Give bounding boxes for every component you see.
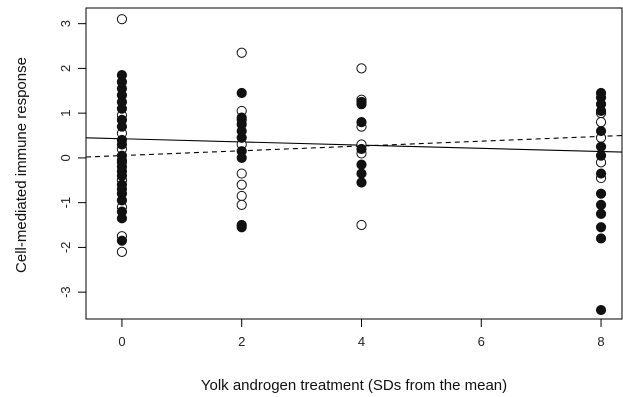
x-tick-label: 4 bbox=[358, 334, 365, 349]
x-axis-title: Yolk androgen treatment (SDs from the me… bbox=[201, 377, 507, 394]
y-axis: -3 -2 -1 0 1 2 3 bbox=[58, 20, 87, 298]
y-axis-title: Cell-mediated immune response bbox=[13, 57, 30, 273]
open-data-point bbox=[236, 47, 247, 58]
x-tick-label: 8 bbox=[597, 334, 604, 349]
filled-data-point bbox=[356, 99, 367, 110]
filled-data-point bbox=[356, 159, 367, 170]
filled-data-point bbox=[116, 103, 128, 114]
open-data-point bbox=[356, 219, 367, 231]
y-tick-label: -2 bbox=[58, 242, 73, 254]
plot-frame bbox=[85, 7, 623, 320]
filled-data-point bbox=[116, 195, 128, 206]
x-tick-label: 0 bbox=[118, 334, 125, 349]
filled-data-point bbox=[595, 188, 607, 199]
y-tick-label: 3 bbox=[58, 20, 73, 27]
filled-data-point bbox=[236, 87, 247, 99]
filled-data-point bbox=[595, 168, 607, 179]
y-tick-label: 1 bbox=[58, 110, 73, 117]
filled-data-point bbox=[116, 139, 128, 150]
open-data-point bbox=[236, 179, 247, 190]
filled-data-point bbox=[356, 168, 367, 179]
filled-data-point bbox=[356, 117, 367, 128]
filled-data-point bbox=[236, 222, 247, 233]
open-data-point bbox=[116, 246, 128, 257]
filled-data-point bbox=[595, 208, 607, 219]
filled-data-point bbox=[595, 304, 607, 316]
y-tick-label: -3 bbox=[58, 286, 73, 298]
filled-data-point bbox=[236, 132, 247, 143]
filled-data-point bbox=[116, 170, 128, 181]
open-data-point bbox=[595, 117, 607, 128]
filled-data-point bbox=[356, 177, 367, 188]
x-tick-label: 6 bbox=[478, 334, 485, 349]
regression-lines bbox=[85, 134, 623, 158]
x-axis: 0 2 4 6 8 bbox=[118, 318, 605, 349]
filled-data-point bbox=[595, 233, 607, 244]
filled-data-point bbox=[595, 105, 607, 117]
open-data-point bbox=[356, 63, 367, 74]
filled-data-point bbox=[595, 222, 607, 233]
filled-data-point bbox=[356, 143, 367, 155]
filled-data-point bbox=[116, 235, 128, 246]
dashed-trend-line bbox=[85, 134, 623, 158]
filled-data-point bbox=[116, 213, 128, 224]
filled-data-point bbox=[595, 199, 607, 210]
solid-trend-line bbox=[85, 137, 623, 153]
filled-data-point bbox=[595, 141, 607, 152]
y-tick-label: 2 bbox=[58, 65, 73, 72]
filled-data-point bbox=[116, 121, 128, 132]
open-data-point bbox=[236, 190, 247, 202]
open-data-point bbox=[116, 14, 128, 25]
y-tick-label: -1 bbox=[58, 197, 73, 209]
open-data-point bbox=[236, 168, 247, 179]
y-tick-label: 0 bbox=[58, 154, 73, 161]
filled-data-point bbox=[595, 125, 607, 137]
open-data-point bbox=[236, 199, 247, 210]
data-points bbox=[116, 14, 607, 316]
x-tick-label: 2 bbox=[238, 334, 245, 349]
filled-data-point bbox=[595, 150, 607, 161]
filled-data-point bbox=[236, 152, 247, 164]
